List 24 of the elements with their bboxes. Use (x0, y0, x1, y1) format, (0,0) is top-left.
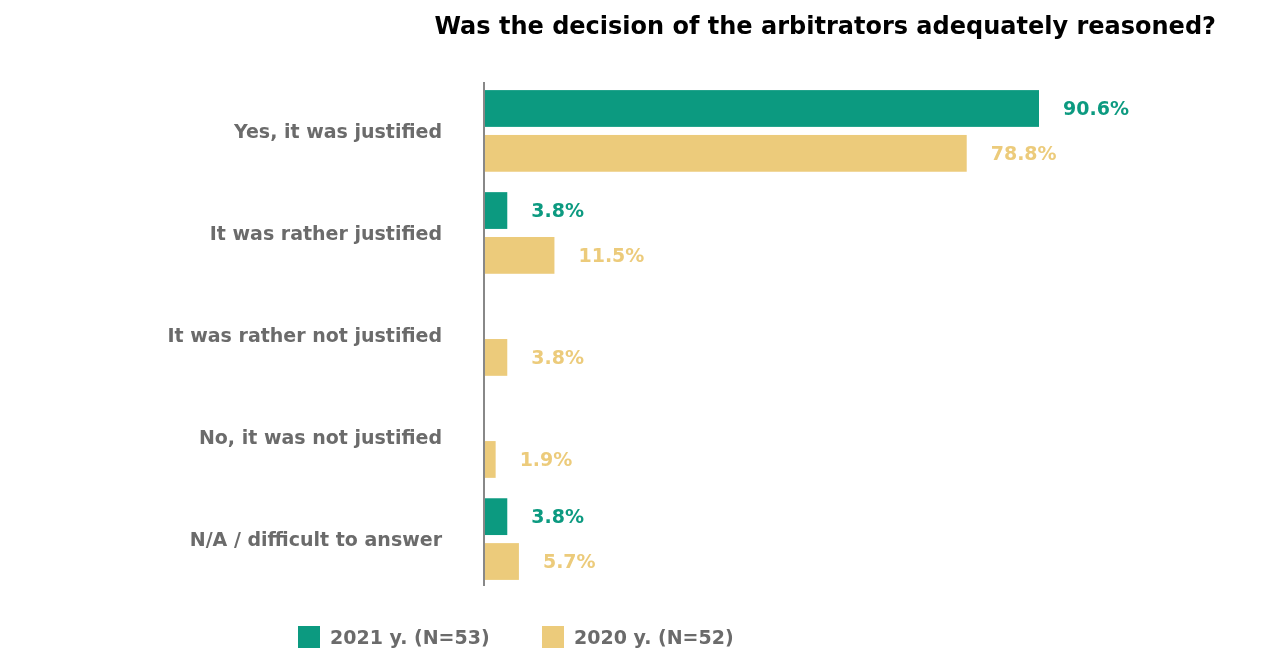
y-tick-label: N/A / difficult to answer (189, 527, 443, 550)
bar (484, 237, 555, 274)
legend-label: 2020 y. (N=52) (574, 625, 734, 648)
data-label: 3.8% (531, 346, 584, 369)
bar (484, 192, 508, 229)
bar (484, 90, 1039, 127)
bar (484, 543, 519, 580)
y-tick-label: No, it was not justified (198, 425, 442, 448)
data-label: 78.8% (990, 141, 1057, 164)
bar (484, 441, 496, 478)
y-tick-label: It was rather justified (209, 221, 442, 244)
data-label: 3.8% (531, 505, 584, 528)
y-tick-label: Yes, it was justified (232, 119, 442, 142)
legend-label: 2021 y. (N=53) (330, 625, 490, 648)
data-label: 1.9% (519, 448, 573, 471)
bar (484, 134, 967, 172)
bar (484, 498, 508, 536)
y-tick-label: It was rather not justified (167, 323, 442, 346)
data-label: 3.8% (531, 199, 584, 222)
data-label: 90.6% (1063, 97, 1129, 120)
chart-title: Was the decision of the arbitrators adequately reasoned? (434, 12, 1216, 40)
data-label: 11.5% (578, 244, 645, 267)
bar (484, 339, 508, 376)
data-label: 5.7% (542, 550, 596, 573)
